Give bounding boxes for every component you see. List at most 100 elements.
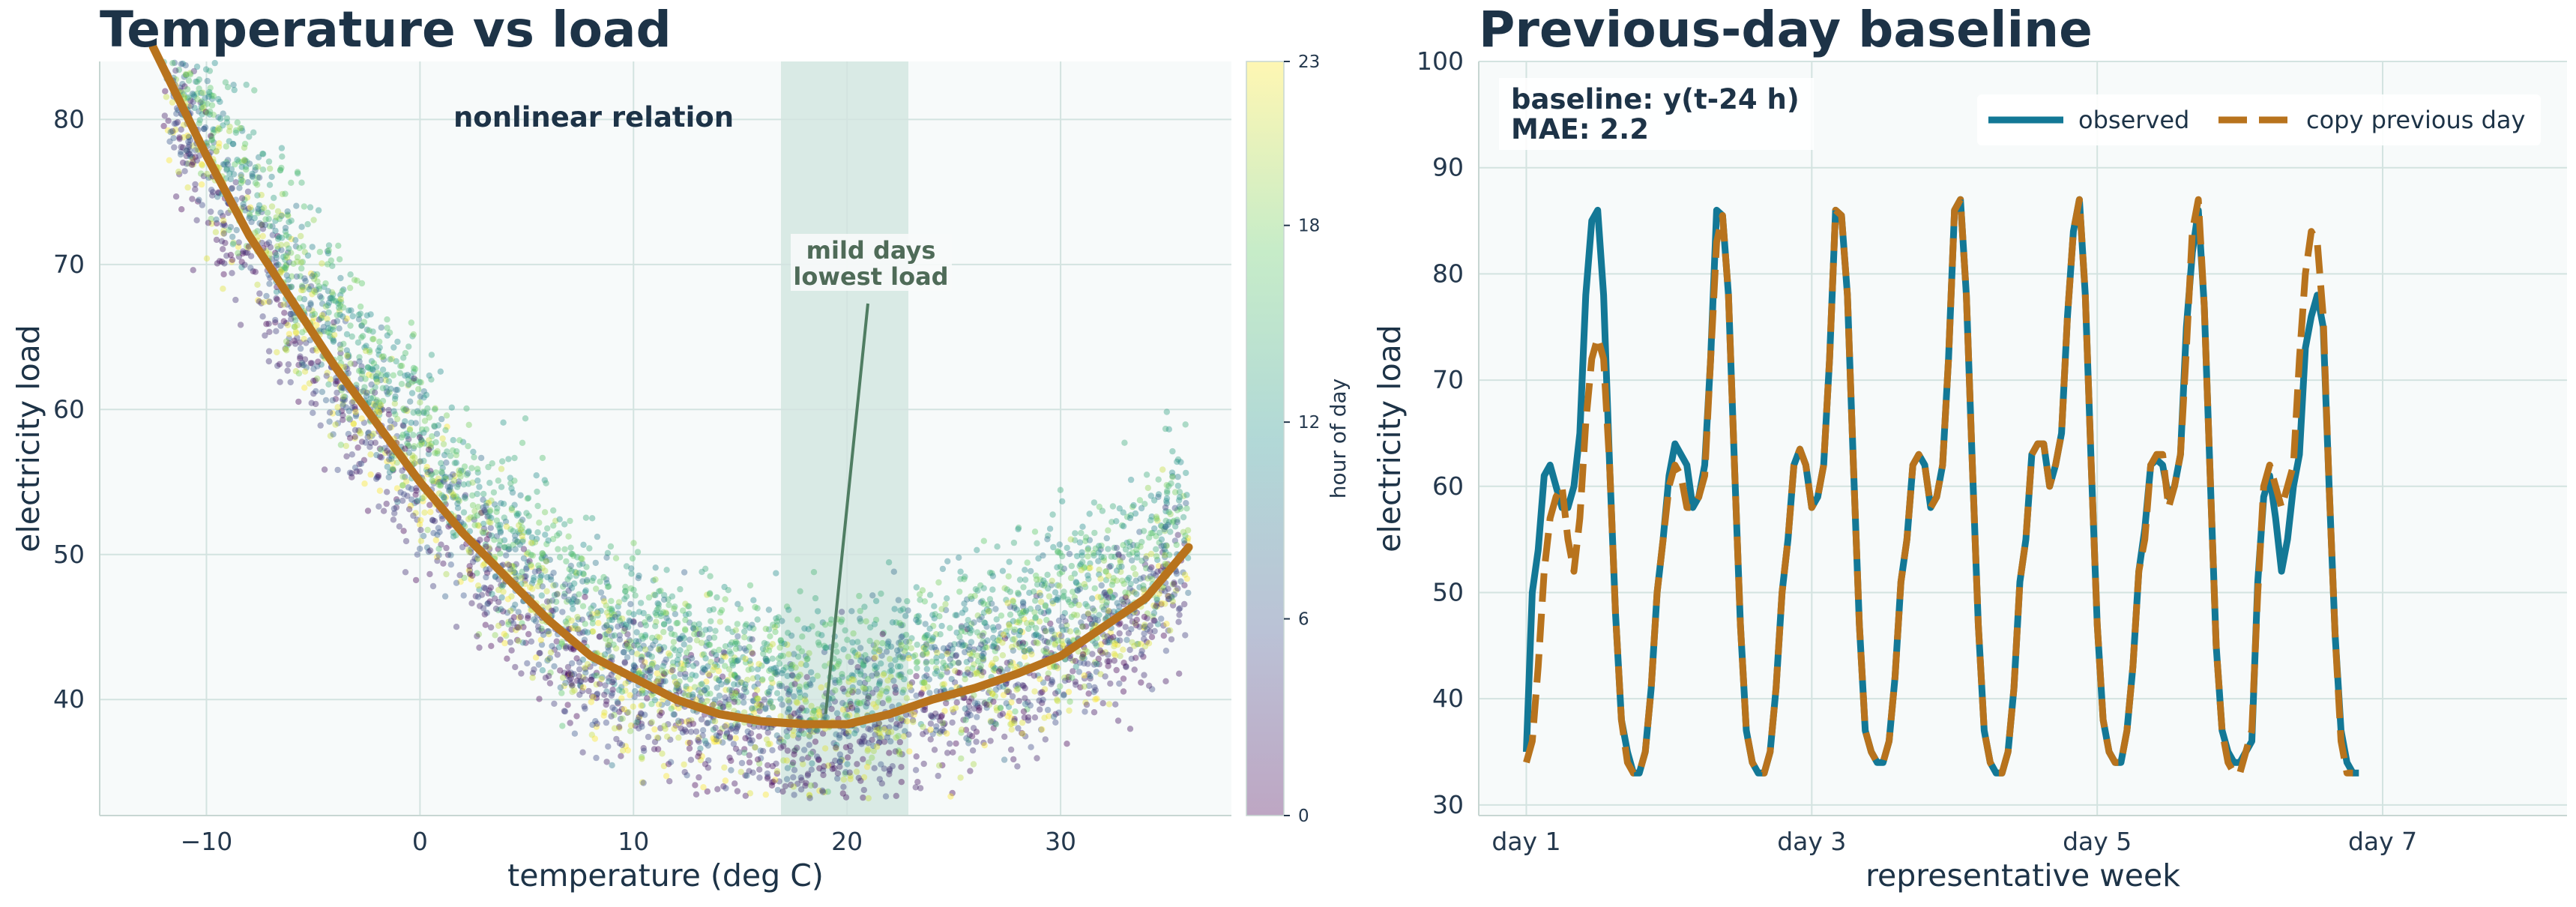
scatter-point [1092,659,1099,666]
scatter-point [980,645,986,653]
scatter-point [1092,545,1099,552]
scatter-point [881,724,888,732]
scatter-point [932,611,939,618]
scatter-point [953,612,960,618]
scatter-point [974,700,981,707]
scatter-point [536,519,543,526]
right-y-tick-label: 80 [1432,259,1464,288]
scatter-point [987,696,994,704]
scatter-point [933,654,940,661]
scatter-point [549,597,556,604]
scatter-point [1010,597,1016,604]
scatter-point [369,366,376,373]
scatter-point [1167,627,1174,634]
scatter-point [704,690,711,697]
scatter-point [597,589,605,596]
scatter-point [512,663,519,671]
right-y-tick-label: 40 [1432,684,1464,713]
scatter-point [1091,552,1097,559]
scatter-point [380,353,387,360]
scatter-point [164,127,172,134]
scatter-point [749,636,755,643]
scatter-point [702,740,710,747]
scatter-point [453,579,460,586]
scatter-point [449,480,456,487]
scatter-point [851,730,858,737]
scatter-point [980,669,987,675]
scatter-point [467,570,474,577]
scatter-point [544,525,551,532]
scatter-point [1167,528,1174,535]
scatter-point [693,660,700,667]
scatter-point [185,77,193,84]
scatter-point [329,397,336,404]
scatter-point [860,658,868,665]
scatter-point [965,617,971,624]
scatter-point [1004,586,1011,593]
scatter-point [672,678,679,685]
scatter-point [310,217,317,223]
scatter-point [743,621,749,627]
right-y-tick-label: 50 [1432,577,1464,606]
scatter-point [358,415,365,422]
scatter-point [375,503,382,510]
scatter-point [1159,523,1165,530]
scatter-point [272,316,279,324]
scatter-point [364,434,371,441]
scatter-point [363,389,369,396]
scatter-point [898,779,905,786]
scatter-point [244,188,252,195]
scatter-point [693,672,699,679]
scatter-point [1117,653,1123,660]
scatter-point [790,727,797,735]
scatter-point [571,687,578,694]
scatter-point [964,713,971,720]
scatter-point [375,412,383,418]
scatter-point [1064,673,1071,681]
scatter-point [510,614,518,621]
scatter-point [1001,635,1009,642]
scatter-point [314,363,321,370]
scatter-point [725,587,732,594]
scatter-point [455,514,462,521]
scatter-point [480,504,486,511]
scatter-point [605,641,612,648]
scatter-point [465,516,472,522]
scatter-point [1146,682,1153,689]
scatter-point [439,516,446,522]
scatter-point [755,660,762,667]
scatter-point [1184,537,1191,544]
scatter-point [836,751,844,758]
scatter-point [227,175,234,183]
scatter-point [695,737,702,744]
scatter-point [179,159,187,166]
scatter-point [1099,603,1106,611]
scatter-point [429,477,435,484]
scatter-point [565,533,572,540]
scatter-point [292,323,298,331]
scatter-point [486,480,493,486]
scatter-point [1003,597,1010,603]
scatter-point [1143,471,1150,478]
scatter-point [886,724,893,731]
scatter-point [366,327,372,334]
scatter-point [776,738,782,745]
scatter-point [791,681,798,687]
scatter-point [905,731,912,738]
scatter-point [1019,729,1025,737]
scatter-point [707,690,714,697]
scatter-point [298,361,306,368]
scatter-point [474,594,482,600]
scatter-point [705,757,712,764]
scatter-point [609,613,616,621]
scatter-point [709,702,716,709]
scatter-point [228,166,235,172]
scatter-point [675,635,683,642]
scatter-point [887,662,895,669]
scatter-point [1061,609,1069,617]
scatter-point [288,217,295,224]
scatter-point [952,705,959,711]
scatter-point [1016,632,1023,639]
scatter-point [489,460,495,467]
scatter-point [1043,648,1050,655]
